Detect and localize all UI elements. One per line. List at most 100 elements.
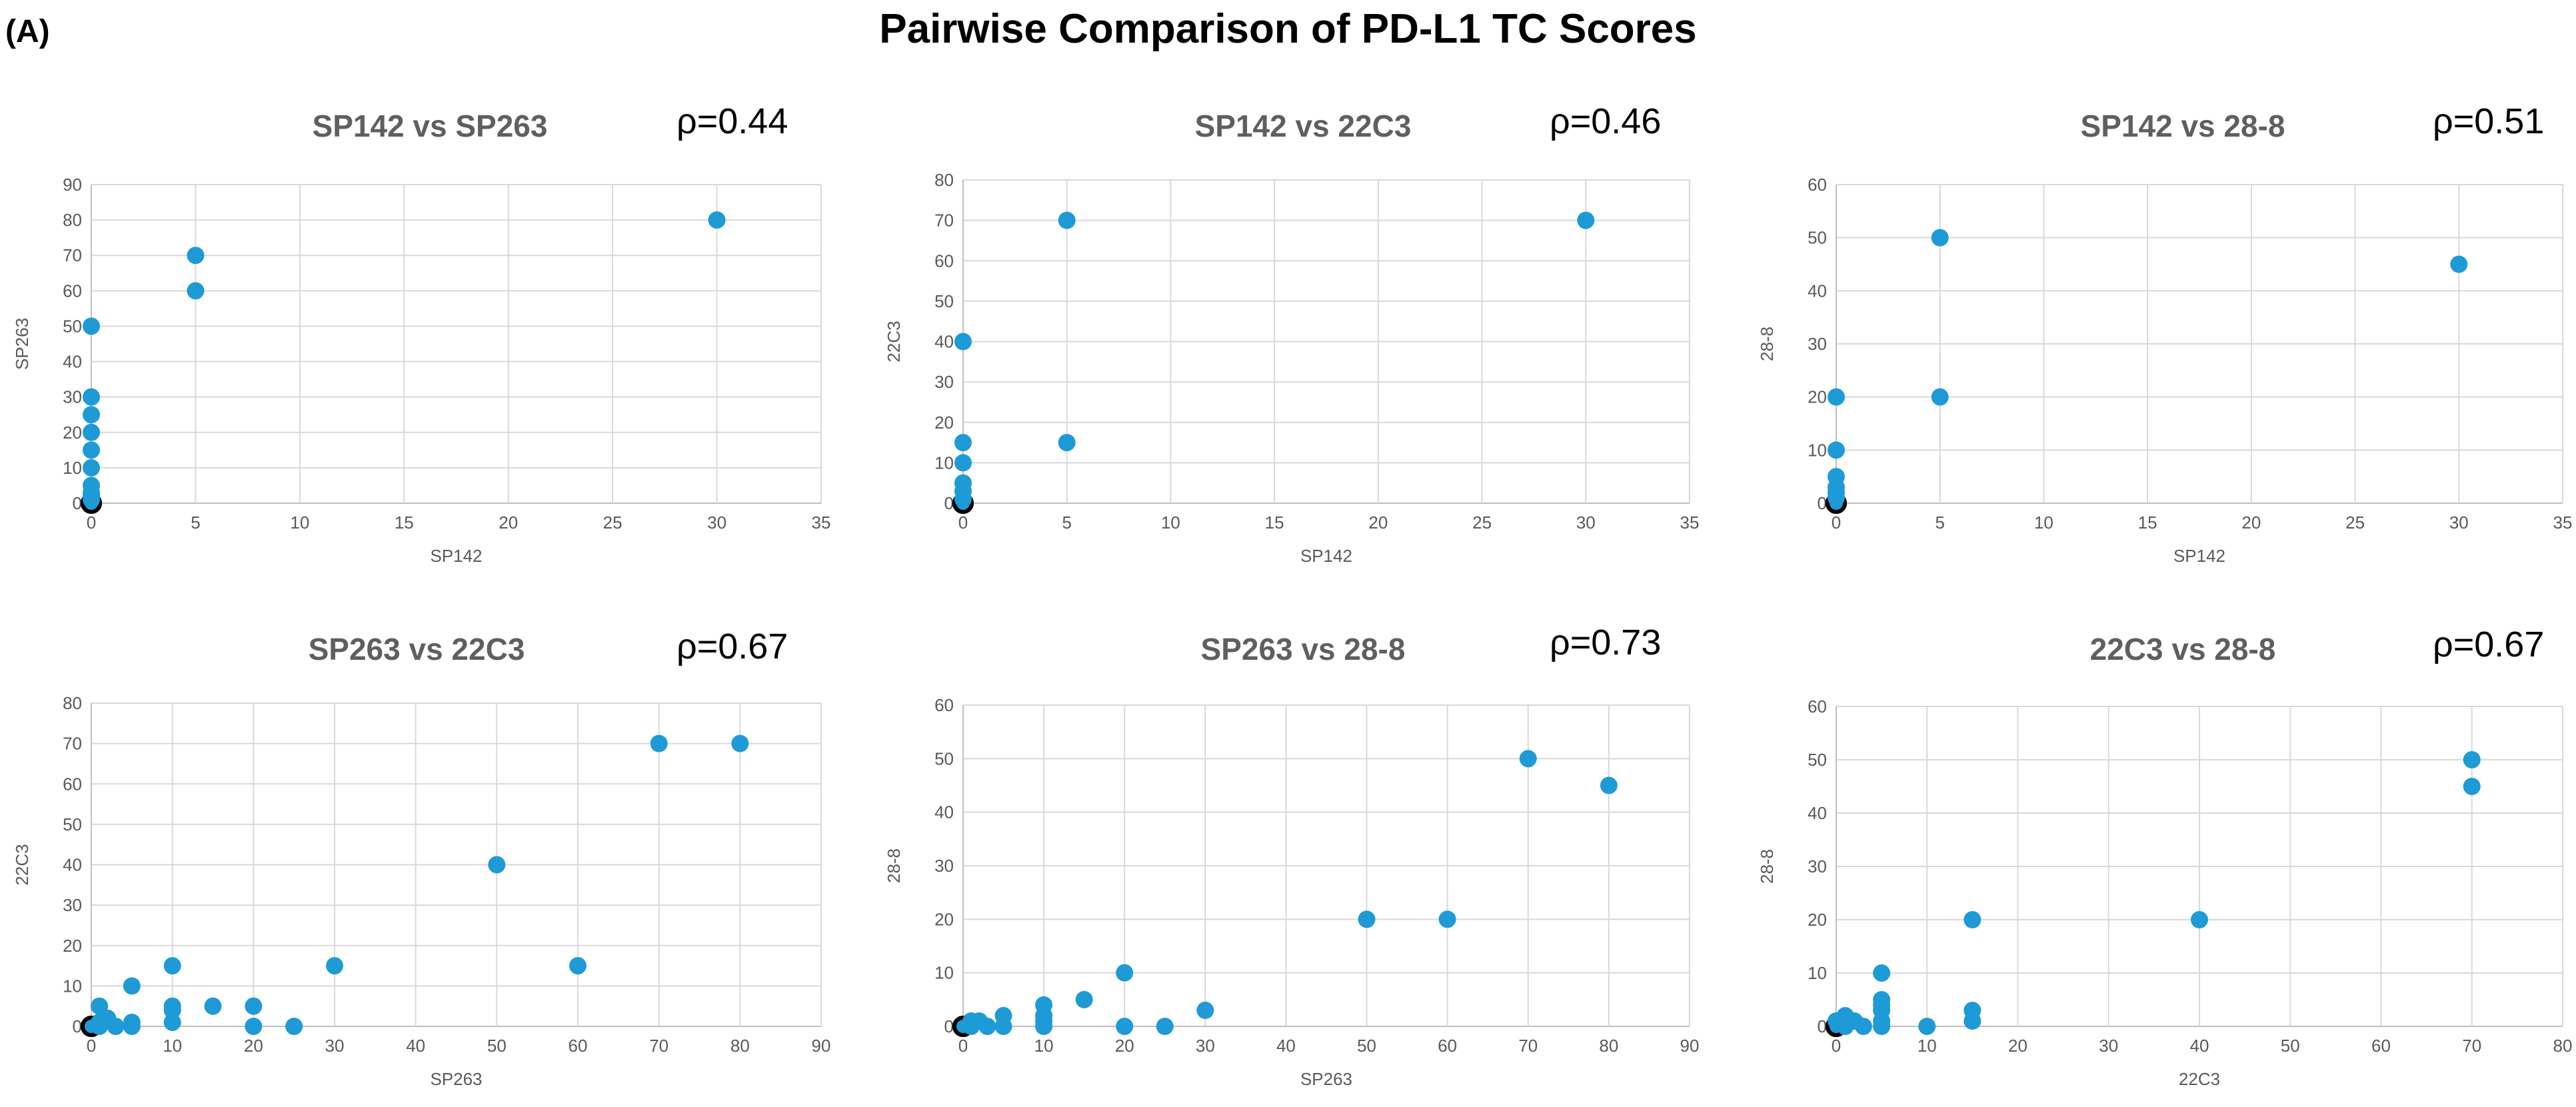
- chart-title: 22C3 vs 28-8: [2090, 632, 2276, 666]
- x-tick-label: 5: [191, 513, 200, 533]
- data-point: [1854, 1018, 1872, 1035]
- y-tick-label: 20: [63, 423, 82, 443]
- x-tick-label: 15: [1265, 513, 1284, 533]
- x-axis-label: SP142: [2173, 546, 2225, 566]
- data-point: [187, 282, 205, 300]
- data-point: [107, 1018, 125, 1035]
- data-point: [1358, 910, 1376, 928]
- y-tick-label: 10: [934, 453, 954, 473]
- chart-6: 22C3 vs 28-8 ρ=0.67 0 10 20 30 40 50 60 0 10 20 30 40…: [1757, 624, 2572, 1089]
- x-tick-label: 25: [1472, 513, 1492, 533]
- y-tick-label: 30: [63, 895, 82, 915]
- data-point: [1600, 776, 1618, 794]
- data-point: [204, 997, 222, 1015]
- data-point: [83, 477, 100, 495]
- y-tick-label: 40: [63, 352, 82, 372]
- data-point: [994, 1006, 1012, 1024]
- data-point: [83, 406, 100, 424]
- x-tick-label: 40: [1276, 1036, 1296, 1056]
- data-point: [83, 459, 100, 477]
- data-point: [1963, 1002, 1981, 1019]
- y-axis-label: 22C3: [12, 844, 32, 885]
- x-tick-label: 30: [1576, 513, 1596, 533]
- correlation-annotation: ρ=0.73: [1550, 622, 1661, 662]
- y-tick-label: 60: [63, 774, 82, 794]
- data-point: [326, 957, 343, 975]
- x-tick-label: 50: [2281, 1036, 2300, 1056]
- y-tick-label: 0: [73, 1016, 82, 1036]
- y-tick-label: 60: [63, 281, 82, 301]
- y-tick-label: 30: [63, 387, 82, 407]
- data-point: [1918, 1018, 1936, 1035]
- y-tick-label: 80: [934, 170, 954, 190]
- y-tick-label: 80: [63, 210, 82, 230]
- y-tick-label: 20: [63, 936, 82, 956]
- data-point: [187, 247, 205, 265]
- y-axis-label: 28-8: [1757, 849, 1777, 884]
- x-tick-label: 60: [569, 1036, 588, 1056]
- x-tick-label: 40: [2190, 1036, 2209, 1056]
- data-point: [2450, 255, 2468, 273]
- data-point: [163, 997, 181, 1015]
- data-point: [731, 734, 749, 752]
- chart-5: SP263 vs 28-8 ρ=0.73 0 10 20 30 40 50 60 0 10 20 30 4…: [884, 622, 1699, 1089]
- x-tick-label: 5: [1935, 513, 1944, 533]
- correlation-annotation: ρ=0.67: [2433, 624, 2544, 664]
- x-tick-label: 30: [2449, 513, 2469, 533]
- x-tick-label: 30: [707, 513, 726, 533]
- y-tick-label: 30: [1808, 334, 1827, 354]
- correlation-annotation: ρ=0.46: [1550, 101, 1661, 141]
- data-point: [1828, 441, 1845, 459]
- y-tick-label: 50: [63, 814, 82, 834]
- data-point: [954, 434, 972, 452]
- data-point: [708, 211, 726, 229]
- y-tick-label: 60: [934, 695, 954, 715]
- y-tick-label: 0: [944, 1016, 954, 1036]
- y-axis-label: 22C3: [884, 321, 904, 362]
- figure-title: Pairwise Comparison of PD-L1 TC Scores: [879, 6, 1697, 52]
- x-tick-label: 80: [1599, 1036, 1618, 1056]
- x-tick-label: 30: [2099, 1036, 2118, 1056]
- data-point: [83, 441, 100, 459]
- y-tick-label: 50: [63, 316, 82, 336]
- data-point: [569, 957, 587, 975]
- x-tick-label: 40: [406, 1036, 425, 1056]
- x-tick-label: 0: [87, 513, 96, 533]
- x-tick-label: 10: [2034, 513, 2053, 533]
- x-tick-label: 25: [2345, 513, 2365, 533]
- y-axis-label: 28-8: [1757, 327, 1777, 361]
- data-point: [285, 1018, 303, 1035]
- data-point: [1058, 211, 1076, 229]
- y-tick-label: 10: [1808, 963, 1827, 983]
- chart-1: SP142 vs SP263 ρ=0.44 0 10 20 30 40 50 60 70 80 90 0…: [12, 101, 830, 566]
- y-tick-label: 70: [63, 245, 82, 265]
- data-point: [163, 957, 181, 975]
- x-tick-label: 60: [2371, 1036, 2391, 1056]
- data-point: [1828, 468, 1845, 486]
- x-tick-label: 60: [1438, 1036, 1457, 1056]
- y-tick-label: 30: [1808, 856, 1827, 876]
- x-axis-label: SP263: [1300, 1069, 1352, 1089]
- correlation-annotation: ρ=0.44: [676, 101, 788, 141]
- data-point: [83, 423, 100, 441]
- y-tick-label: 40: [934, 802, 954, 822]
- panel-label: (A): [5, 14, 50, 49]
- data-point: [1116, 1018, 1134, 1035]
- y-tick-label: 60: [1808, 696, 1827, 716]
- correlation-annotation: ρ=0.67: [676, 626, 788, 666]
- data-point: [1035, 996, 1053, 1014]
- data-point: [1156, 1018, 1174, 1035]
- data-point: [1931, 229, 1949, 247]
- x-tick-label: 20: [244, 1036, 263, 1056]
- x-tick-label: 15: [395, 513, 414, 533]
- x-tick-label: 5: [1062, 513, 1071, 533]
- y-tick-label: 0: [944, 493, 954, 513]
- chart-2: SP142 vs 22C3 ρ=0.46 0 10 20 30 40 50 60 70 80 0 5 10…: [884, 101, 1699, 566]
- x-tick-label: 70: [649, 1036, 668, 1056]
- x-tick-label: 15: [2138, 513, 2157, 533]
- data-point: [1196, 1001, 1214, 1019]
- x-tick-label: 50: [1357, 1036, 1376, 1056]
- x-axis-label: SP142: [430, 546, 482, 566]
- correlation-annotation: ρ=0.51: [2433, 101, 2544, 141]
